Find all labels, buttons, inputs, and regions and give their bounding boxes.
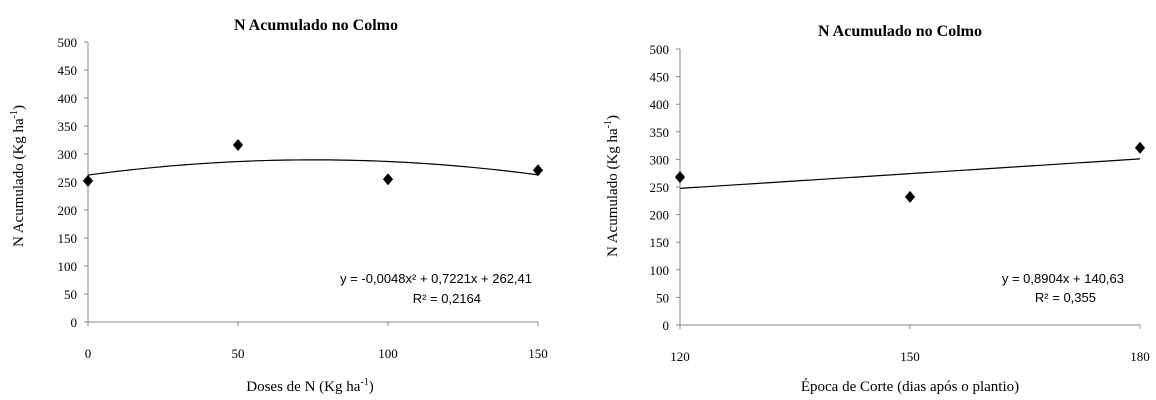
chart-1-ytick-label: 150: [58, 231, 78, 246]
chart-1-ytick-label: 300: [58, 147, 78, 162]
chart-2-ytick-label: 100: [650, 263, 670, 278]
chart-1-data-point: [82, 174, 94, 187]
chart-1-equation: y = -0,0048x² + 0,7221x + 262,41: [340, 271, 532, 286]
chart-1-ytick-label: 50: [64, 287, 77, 302]
chart-1-ytick-label: 100: [58, 259, 78, 274]
chart-1-ytick-label: 250: [58, 175, 78, 190]
chart-2-points: [674, 141, 1146, 203]
chart-1-ytick-label: 500: [58, 35, 78, 50]
chart-2-ytick-label: 0: [663, 318, 670, 333]
chart-2-xtick-label: 180: [1130, 349, 1150, 364]
chart-2-ytick-label: 300: [650, 152, 670, 167]
chart-1-xtick-label: 50: [232, 346, 245, 361]
chart-2-ytick-label: 400: [650, 97, 670, 112]
chart-2-y-axis-label: N Acumulado (Kg ha-1): [603, 115, 621, 257]
chart-2-ytick-label: 500: [650, 42, 670, 57]
chart-1-title: N Acumulado no Colmo: [234, 17, 398, 34]
chart-2-data-point: [674, 171, 686, 184]
chart-2-xtick-label: 120: [670, 349, 690, 364]
chart-1-ytick-label: 0: [71, 315, 78, 330]
chart-1-data-point: [232, 139, 244, 152]
chart-2-x-axis-label: Época de Corte (dias após o plantio): [801, 378, 1019, 395]
svg-text:Doses de N (Kg ha-1): Doses de N (Kg ha-1): [246, 377, 373, 395]
chart-2-ytick-label: 250: [650, 180, 670, 195]
chart-2-ytick-label: 200: [650, 208, 670, 223]
chart-1-y-axis-label: N Acumulado (Kg ha-1): [9, 105, 27, 247]
chart-2-title: N Acumulado no Colmo: [818, 23, 982, 40]
chart-2-data-point: [1134, 141, 1146, 154]
chart-1-points: [82, 139, 544, 187]
chart-2-trendline: [679, 158, 1141, 189]
chart-1-data-point: [532, 164, 544, 177]
chart-2-ticks: 0 50 100 150 200 250 300 350 400 450 500 120 150 180: [650, 42, 1150, 364]
svg-text:N Acumulado (Kg ha-1): N Acumulado (Kg ha-1): [603, 115, 621, 257]
chart-1-x-axis-label: Doses de N (Kg ha-1): [246, 377, 373, 395]
chart-1-r2: R² = 0,2164: [413, 291, 481, 306]
chart-1: N Acumulado no Colmo N Acumulado (Kg ha-…: [9, 17, 548, 395]
chart-2-ytick-label: 350: [650, 125, 670, 140]
svg-text:N Acumulado (Kg ha-1): N Acumulado (Kg ha-1): [9, 105, 27, 247]
chart-2-ytick-label: 450: [650, 70, 670, 85]
chart-1-xtick-label: 100: [378, 346, 398, 361]
chart-1-ytick-label: 350: [58, 119, 78, 134]
chart-2-equation: y = 0,8904x + 140,63: [1002, 271, 1124, 286]
chart-2-ytick-label: 50: [656, 290, 669, 305]
chart-1-ytick-label: 450: [58, 63, 78, 78]
chart-2: N Acumulado no Colmo N Acumulado (Kg ha-…: [603, 23, 1150, 395]
chart-2-ytick-label: 150: [650, 235, 670, 250]
chart-1-trendline: [87, 159, 539, 176]
chart-2-xtick-label: 150: [900, 349, 920, 364]
chart-2-r2: R² = 0,355: [1035, 290, 1096, 305]
chart-1-data-point: [382, 173, 394, 186]
chart-2-data-point: [904, 190, 916, 203]
chart-1-ticks: 0 50 100 150 200 250 300 350 400 450 500 0 50 100 150: [58, 35, 548, 361]
chart-1-xtick-label: 150: [528, 346, 548, 361]
chart-1-xtick-label: 0: [85, 346, 92, 361]
chart-1-ytick-label: 400: [58, 91, 78, 106]
chart-1-ytick-label: 200: [58, 203, 78, 218]
